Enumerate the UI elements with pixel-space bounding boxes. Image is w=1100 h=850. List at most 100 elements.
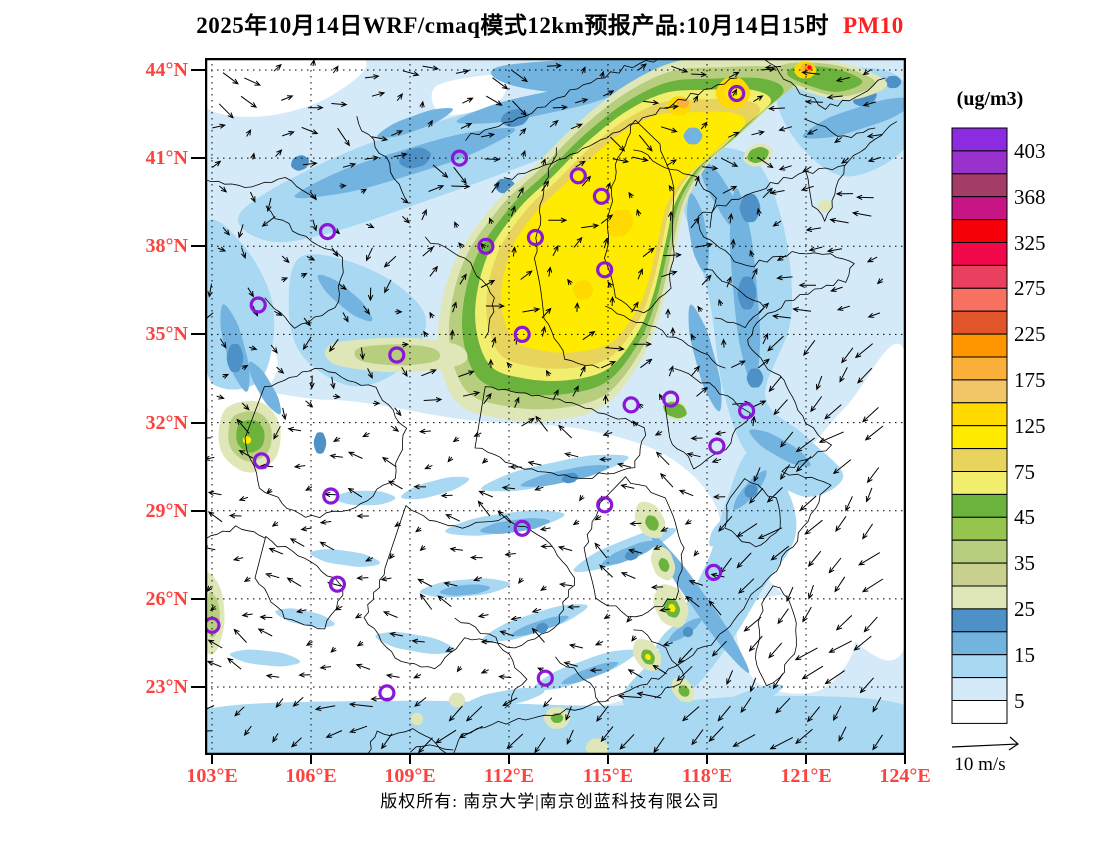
legend-cell xyxy=(951,654,1008,679)
legend-cell xyxy=(951,471,1008,495)
lat-axis-tick xyxy=(191,509,205,512)
legend-cell xyxy=(951,173,1008,198)
lon-axis-tick xyxy=(508,755,510,764)
lat-tick-label: 38°N xyxy=(145,235,188,258)
city-marker xyxy=(622,396,640,414)
legend-cell xyxy=(951,631,1008,656)
legend-value-label: 35 xyxy=(1014,551,1035,576)
wind-reference-label: 10 m/s xyxy=(954,754,1006,775)
lon-axis-tick xyxy=(211,755,213,764)
lon-tick-label: 109°E xyxy=(384,765,436,787)
lon-tick-label: 115°E xyxy=(582,765,634,787)
lat-tick-label: 35°N xyxy=(145,323,188,346)
legend-cell xyxy=(951,150,1008,175)
legend-cell xyxy=(951,219,1008,243)
city-markers xyxy=(205,84,756,702)
wind-vector-field xyxy=(205,59,884,754)
city-marker xyxy=(705,563,723,582)
lat-tick-label: 32°N xyxy=(145,411,188,434)
lat-tick-label: 44°N xyxy=(145,59,188,81)
legend-value-label: 175 xyxy=(1014,367,1046,392)
city-marker xyxy=(728,84,746,103)
legend-cell xyxy=(951,448,1008,473)
city-marker xyxy=(322,487,340,505)
lon-axis-tick xyxy=(904,755,906,764)
legend-cell xyxy=(951,562,1008,587)
legend-cell xyxy=(951,700,1008,724)
province-boundaries xyxy=(205,58,897,755)
legend-cell xyxy=(951,516,1008,541)
legend-cell xyxy=(951,493,1008,518)
lon-tick-label: 124°E xyxy=(879,765,931,787)
lon-tick-label: 112°E xyxy=(483,765,535,787)
lat-tick-label: 23°N xyxy=(145,676,188,698)
legend-units-label: (ug/m3) xyxy=(956,88,1024,110)
lat-axis-tick xyxy=(191,69,205,71)
lon-tick-label: 118°E xyxy=(681,765,733,787)
legend-cell xyxy=(951,264,1008,289)
contour-fill-layer xyxy=(205,58,906,755)
lat-tick-label: 41°N xyxy=(145,147,188,170)
city-marker xyxy=(205,616,221,634)
city-marker xyxy=(513,325,531,343)
lat-axis-tick xyxy=(191,333,205,336)
city-marker xyxy=(708,437,726,455)
city-marker xyxy=(592,187,610,205)
title-main: 2025年10月14日WRF/cmaq模式12km预报产品:10月14日15时 xyxy=(196,13,830,38)
city-marker xyxy=(388,346,406,364)
legend-value-label: 5 xyxy=(1014,688,1025,713)
legend-cell xyxy=(951,242,1008,266)
legend-value-label: 275 xyxy=(1014,276,1046,301)
city-marker xyxy=(596,496,614,514)
lon-axis-tick xyxy=(607,755,609,764)
city-marker xyxy=(596,261,614,279)
title-pollutant: PM10 xyxy=(843,13,904,38)
city-marker xyxy=(513,519,531,537)
legend-cell xyxy=(951,127,1008,152)
lat-axis-tick xyxy=(191,245,205,248)
lat-axis-tick xyxy=(191,421,205,424)
lat-tick-label: 29°N xyxy=(145,499,188,522)
legend-value-label: 125 xyxy=(1014,413,1046,438)
legend-cell xyxy=(951,539,1008,564)
city-marker xyxy=(252,452,271,470)
map-content xyxy=(205,58,906,755)
legend-cell xyxy=(951,356,1008,381)
city-marker xyxy=(318,223,337,241)
legend-value-label: 15 xyxy=(1014,642,1035,667)
legend-cell xyxy=(951,402,1008,427)
legend-cell xyxy=(951,425,1008,450)
lat-axis-tick xyxy=(191,157,205,160)
city-marker xyxy=(737,402,756,420)
lon-tick-label: 106°E xyxy=(285,765,337,787)
colorbar xyxy=(951,127,1008,724)
legend-value-label: 225 xyxy=(1014,322,1046,347)
legend-cell xyxy=(951,585,1008,610)
lon-axis-tick xyxy=(805,755,807,764)
city-marker xyxy=(328,575,346,593)
lon-axis-tick xyxy=(409,755,411,764)
city-marker xyxy=(378,684,396,702)
lon-tick-label: 121°E xyxy=(780,765,832,787)
city-marker xyxy=(662,390,680,408)
legend-cell xyxy=(951,287,1008,312)
lon-tick-label: 103°E xyxy=(186,765,238,787)
city-marker xyxy=(249,296,267,314)
legend-value-label: 403 xyxy=(1014,138,1046,163)
city-marker xyxy=(569,167,587,185)
map-canvas xyxy=(205,58,906,755)
legend-cell xyxy=(951,333,1008,358)
city-marker xyxy=(450,149,469,167)
legend-cell xyxy=(951,677,1008,701)
legend-value-label: 25 xyxy=(1014,596,1035,621)
copyright-text: 版权所有: 南京大学|南京创蓝科技有限公司 xyxy=(380,792,720,811)
legend-value-label: 75 xyxy=(1014,459,1035,484)
page-title: 2025年10月14日WRF/cmaq模式12km预报产品:10月14日15时 P… xyxy=(0,6,1100,40)
lat-axis-tick xyxy=(191,686,205,688)
lon-axis-tick xyxy=(706,755,708,764)
legend-value-label: 368 xyxy=(1014,184,1046,209)
map-border xyxy=(205,58,906,755)
lon-axis-tick xyxy=(310,755,312,764)
lat-axis-tick xyxy=(191,597,205,600)
